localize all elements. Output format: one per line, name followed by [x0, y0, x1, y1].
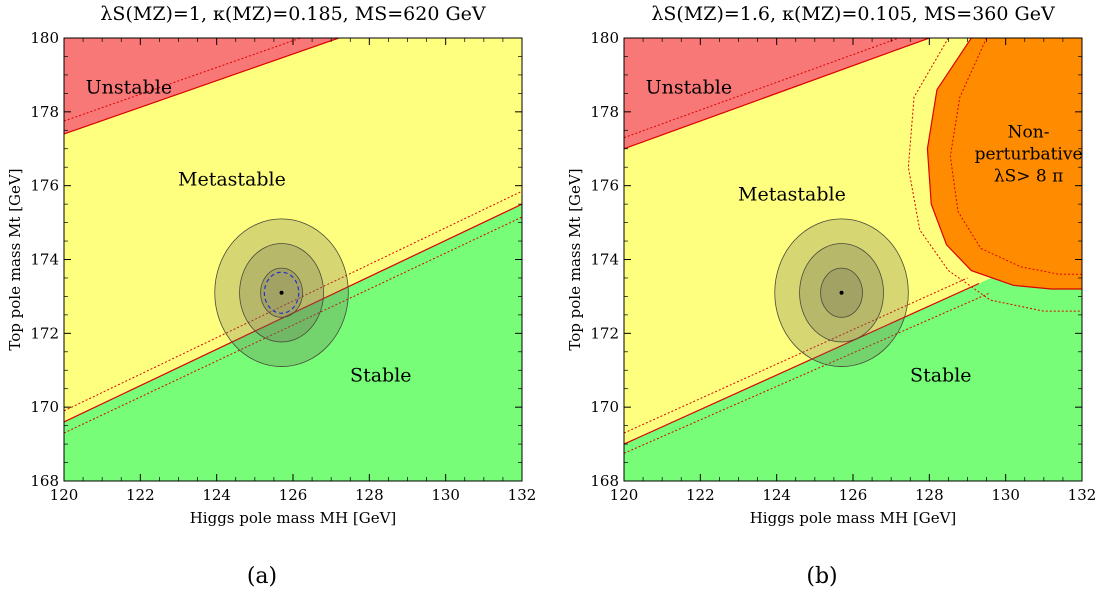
- x-tick-label: 124: [762, 486, 791, 504]
- boundary-metastable-stable-dotted: [64, 190, 522, 412]
- dashed-ellipse: [263, 271, 300, 314]
- boundary-unstable-metastable-dotted: [624, 38, 899, 139]
- nonperturbative-dotted: [907, 38, 1082, 312]
- y-tick-label: 176: [590, 177, 619, 195]
- x-tick-label: 128: [915, 486, 944, 504]
- plot-area: [64, 38, 522, 481]
- x-tick-label: 120: [50, 486, 79, 504]
- chart-panel-a: Unstable Metastable Stable 120 122 124 126 128 1…: [6, 3, 536, 589]
- panel-caption: (a): [247, 564, 277, 589]
- x-tick-label: 130: [991, 486, 1020, 504]
- nonperturbative-region: [927, 38, 1082, 290]
- central-value-point: [839, 290, 844, 295]
- y-tick-label: 180: [30, 29, 59, 47]
- chart-title: λS(MZ)=1, κ(MZ)=0.185, MS=620 GeV: [100, 3, 485, 25]
- y-tick-label: 170: [590, 398, 619, 416]
- x-tick-label: 124: [202, 486, 231, 504]
- y-tick-label: 176: [30, 177, 59, 195]
- chart-panel-b: Unstable Metastable Stable Non-perturbative…: [566, 3, 1096, 589]
- y-tick-label: 172: [30, 324, 59, 342]
- region-label-unstable: Unstable: [86, 76, 172, 98]
- x-tick-label: 130: [431, 486, 460, 504]
- boundary-metastable-stable: [624, 282, 980, 445]
- boundary-stable-dotted-lower: [624, 292, 991, 454]
- y-tick-label: 168: [30, 472, 59, 490]
- boundary-stable-dotted-lower: [64, 216, 522, 434]
- x-tick-label: 132: [1068, 486, 1097, 504]
- y-axis-label: Top pole mass Mt [GeV]: [566, 168, 584, 350]
- x-tick-label: 132: [508, 486, 537, 504]
- y-tick-label: 174: [30, 251, 59, 269]
- y-tick-label: 178: [30, 103, 59, 121]
- central-value-point: [279, 290, 284, 295]
- x-tick-label: 128: [355, 486, 384, 504]
- x-axis-label: Higgs pole mass MH [GeV]: [190, 509, 397, 527]
- x-tick-label: 120: [610, 486, 639, 504]
- region-label-unstable: Unstable: [646, 76, 732, 98]
- panel-caption: (b): [806, 564, 837, 589]
- y-tick-label: 172: [590, 324, 619, 342]
- region-label-metastable: Metastable: [738, 183, 846, 205]
- x-axis-label: Higgs pole mass MH [GeV]: [750, 509, 957, 527]
- x-tick-label: 122: [126, 486, 155, 504]
- region-label-stable: Stable: [910, 364, 971, 386]
- nonperturbative-dotted: [949, 38, 1082, 275]
- y-tick-label: 168: [590, 472, 619, 490]
- y-axis-label: Top pole mass Mt [GeV]: [6, 168, 24, 350]
- x-tick-label: 126: [279, 486, 308, 504]
- region-label-metastable: Metastable: [178, 169, 286, 191]
- plot-area: [624, 38, 1082, 481]
- boundary-unstable-metastable-dotted: [64, 38, 301, 122]
- nonperturbative-boundary: [926, 38, 1082, 290]
- x-tick-label: 126: [839, 486, 868, 504]
- x-tick-label: 122: [686, 486, 715, 504]
- region-label-stable: Stable: [350, 364, 411, 386]
- boundary-unstable-metastable: [624, 38, 930, 150]
- stable-region: [624, 236, 1082, 481]
- region-label-non-perturbative: Non-perturbative λS> 8 π: [975, 123, 1083, 187]
- y-tick-label: 178: [590, 103, 619, 121]
- boundary-unstable-metastable: [64, 38, 339, 135]
- boundary-metastable-stable-dotted: [624, 277, 968, 434]
- y-tick-label: 174: [590, 251, 619, 269]
- y-tick-label: 180: [590, 29, 619, 47]
- stable-region: [64, 204, 522, 481]
- y-tick-label: 170: [30, 398, 59, 416]
- chart-title: λS(MZ)=1.6, κ(MZ)=0.105, MS=360 GeV: [651, 3, 1055, 25]
